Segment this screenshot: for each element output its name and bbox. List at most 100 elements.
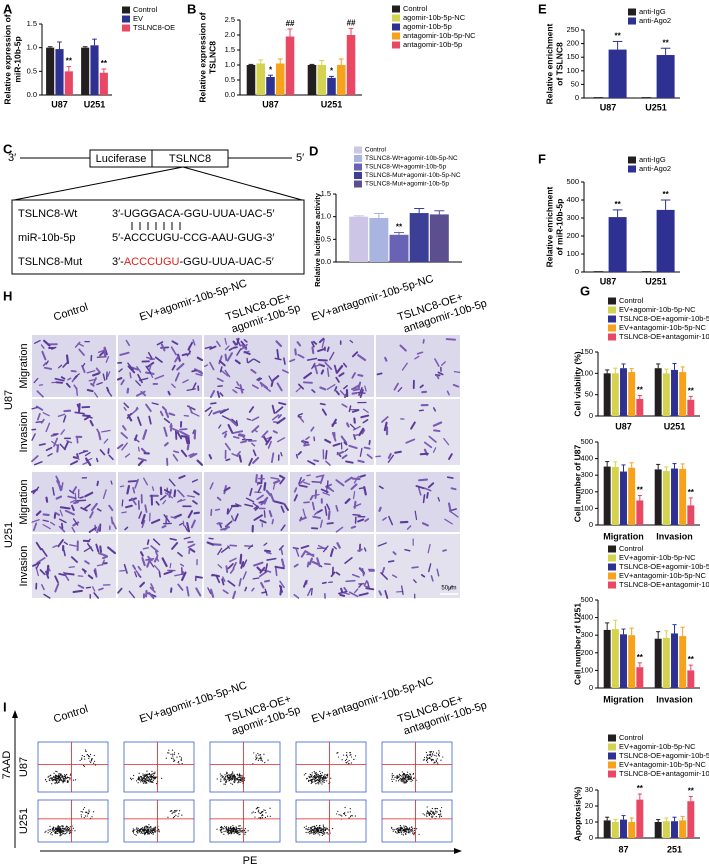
x-tick-label: U251: [84, 99, 106, 109]
micrograph: [289, 335, 374, 398]
event-dot: [54, 782, 56, 785]
cell: [78, 348, 85, 356]
event-dot: [57, 829, 59, 831]
cell: [258, 571, 268, 578]
event-dot: [231, 774, 233, 776]
event-dot: [93, 762, 95, 764]
bar: [687, 505, 695, 525]
event-dot: [63, 775, 66, 778]
cell: [36, 390, 44, 398]
event-dot: [269, 815, 271, 817]
event-dot: [319, 770, 321, 772]
cell: [343, 586, 348, 592]
event-dot: [401, 781, 403, 783]
event-dot: [221, 827, 223, 829]
cell: [169, 562, 172, 569]
cell: [339, 593, 346, 597]
cell: [188, 452, 195, 457]
event-dot: [142, 830, 144, 832]
cell: [83, 569, 86, 574]
bar: [662, 637, 670, 688]
cell: [55, 475, 61, 484]
event-dot: [72, 779, 75, 781]
event-dot: [146, 779, 148, 781]
bar: [246, 65, 256, 95]
significance-label: *: [330, 67, 334, 76]
cell: [317, 544, 327, 550]
event-dot: [410, 776, 412, 778]
cell: [192, 500, 198, 505]
event-dot: [55, 831, 57, 834]
event-dot: [411, 829, 413, 831]
event-dot: [59, 777, 61, 779]
event-dot: [322, 776, 324, 779]
cell: [98, 587, 104, 591]
event-dot: [146, 777, 148, 779]
event-dot: [311, 830, 313, 832]
event-dot: [397, 832, 399, 834]
cell: [381, 566, 386, 574]
cell: [163, 570, 173, 575]
event-dot: [312, 776, 314, 778]
cell: [196, 356, 204, 362]
event-dot: [433, 762, 435, 764]
legend-label: EV+antagomir-10b-5p-NC: [619, 571, 707, 580]
cell: [171, 542, 179, 550]
event-dot: [324, 826, 326, 829]
cell: [63, 549, 66, 557]
cell: [177, 353, 181, 362]
cell: [65, 354, 70, 365]
y-tick-label: 0.0: [27, 90, 37, 99]
panel-letter: G: [580, 283, 590, 298]
cell: [278, 474, 284, 479]
cell: [405, 438, 416, 444]
event-dot: [345, 814, 347, 817]
cell: [384, 356, 388, 362]
cell: [145, 403, 152, 413]
cell: [240, 561, 245, 569]
cell: [320, 369, 325, 375]
event-dot: [81, 757, 83, 759]
event-dot: [320, 827, 322, 829]
cell: [116, 377, 123, 381]
event-dot: [264, 809, 266, 812]
cell: [167, 390, 171, 396]
event-dot: [152, 829, 154, 831]
cell: [193, 511, 200, 515]
cell: [270, 380, 274, 387]
panel-letter: H: [3, 288, 12, 303]
event-dot: [354, 755, 357, 757]
event-dot: [51, 778, 53, 780]
cell: [221, 578, 225, 586]
event-dot: [230, 777, 233, 779]
event-dot: [320, 774, 323, 776]
cell: [73, 501, 79, 505]
cell: [150, 583, 155, 590]
cell: [401, 362, 408, 371]
cell: [80, 506, 88, 512]
event-dot: [146, 831, 148, 834]
event-dot: [321, 828, 323, 830]
event-dot: [228, 776, 230, 779]
cell: [101, 559, 105, 566]
event-dot: [56, 828, 58, 831]
event-dot: [220, 780, 222, 782]
event-dot: [310, 827, 312, 830]
event-dot: [87, 755, 90, 757]
cell: [271, 404, 276, 414]
bar: [662, 471, 670, 525]
event-dot: [180, 757, 183, 759]
event-dot: [88, 809, 90, 811]
event-dot: [59, 833, 62, 835]
y-tick-label: 1.0: [27, 43, 37, 52]
significance-label: **: [688, 787, 695, 796]
flow-plot: [209, 799, 281, 843]
event-dot: [139, 776, 141, 778]
event-dot: [226, 771, 228, 773]
row-name: miR-10b-5p: [18, 232, 75, 244]
event-dot: [223, 783, 225, 785]
event-dot: [310, 832, 312, 834]
event-dot: [90, 761, 92, 764]
event-dot: [74, 830, 76, 832]
cell: [92, 377, 97, 385]
